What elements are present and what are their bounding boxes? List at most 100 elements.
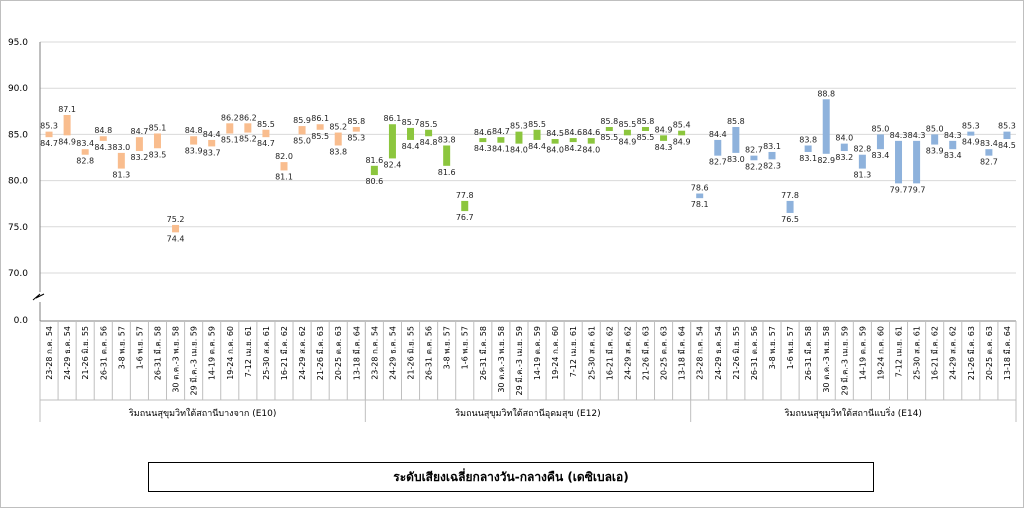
y-tick-label: 95.0: [8, 38, 28, 48]
day-value-label: 83.4: [980, 139, 998, 148]
day-value-label: 77.8: [456, 191, 474, 200]
range-bar: [316, 124, 324, 130]
x-category-label: 1-6 พ.ย. 57: [135, 326, 144, 369]
x-category-label: 14-19 ต.ค. 59: [533, 326, 542, 380]
night-value-label: 85.5: [600, 133, 618, 142]
x-category-label: 29 มี.ค.-3 เม.ย. 59: [190, 326, 199, 395]
range-bar: [858, 154, 866, 169]
day-value-label: 82.8: [853, 145, 871, 154]
day-value-label: 83.4: [76, 139, 94, 148]
y-tick-label: 0.0: [14, 316, 29, 326]
day-value-label: 85.2: [329, 123, 347, 132]
range-bar: [623, 129, 631, 136]
range-bar: [425, 129, 433, 137]
day-value-label: 83.8: [438, 135, 456, 144]
x-category-label: 26-31 ต.ค. 56: [750, 326, 759, 380]
range-bar: [208, 139, 216, 147]
x-group-label: ริมถนนสุขุมวิทใต้สถานีแบริ่ง (E14): [785, 406, 922, 419]
x-category-label: 3-8 พ.ย. 57: [117, 326, 126, 369]
night-value-label: 82.7: [709, 158, 727, 167]
x-category-label: 29 มี.ค.-3 เม.ย. 59: [515, 326, 524, 395]
day-value-label: 85.5: [619, 120, 637, 129]
range-bar: [732, 127, 740, 153]
range-bar: [388, 124, 396, 159]
x-category-label: 13-18 มี.ค. 64: [1003, 326, 1012, 380]
x-category-label: 21-26 มี.ค. 63: [967, 326, 976, 380]
range-bar: [533, 129, 541, 140]
x-category-label: 26-31 มี.ค. 58: [804, 326, 813, 380]
night-value-label: 81.6: [438, 168, 456, 177]
x-category-label: 1-6 พ.ย. 57: [461, 326, 470, 369]
x-group-label: ริมถนนสุขุมวิทใต้สถานีบางจาก (E10): [129, 408, 277, 419]
x-category-label: 26-31 ต.ค. 56: [99, 326, 108, 380]
day-value-label: 83.1: [763, 142, 781, 151]
day-value-label: 86.2: [221, 113, 239, 122]
x-category-label: 26-31 มี.ค. 58: [153, 326, 162, 380]
night-value-label: 84.1: [492, 145, 510, 154]
night-value-label: 85.0: [293, 136, 311, 145]
range-bar: [443, 145, 451, 166]
night-value-label: 84.7: [40, 139, 58, 148]
night-value-label: 83.1: [799, 154, 817, 163]
x-category-label: 19-24 ก.ค. 60: [876, 326, 885, 380]
night-value-label: 84.4: [528, 142, 546, 151]
day-value-label: 85.5: [257, 120, 275, 129]
night-value-label: 82.8: [76, 157, 94, 166]
day-value-label: 83.8: [799, 135, 817, 144]
day-value-label: 85.7: [402, 118, 420, 127]
night-value-label: 84.4: [402, 142, 420, 151]
x-category-label: 14-19 ต.ค. 59: [858, 326, 867, 380]
range-bar: [876, 134, 884, 150]
range-bar: [99, 136, 107, 141]
x-category-label: 13-18 มี.ค. 64: [678, 326, 687, 380]
range-bar: [407, 127, 415, 140]
night-value-label: 79.7: [890, 185, 908, 194]
range-bar: [244, 123, 252, 133]
range-bar: [696, 193, 704, 199]
y-tick-label: 90.0: [8, 84, 28, 94]
night-value-label: 85.5: [637, 133, 655, 142]
range-bar: [334, 132, 342, 146]
night-value-label: 76.7: [456, 213, 474, 222]
range-bar: [678, 130, 686, 136]
day-value-label: 84.0: [835, 134, 853, 143]
day-value-label: 85.1: [149, 123, 167, 132]
day-value-label: 82.0: [275, 152, 293, 161]
night-value-label: 83.2: [835, 153, 853, 162]
day-value-label: 84.3: [908, 131, 926, 140]
day-value-label: 85.3: [962, 122, 980, 131]
y-tick-label: 70.0: [8, 269, 28, 279]
range-bar: [352, 127, 360, 132]
range-bar: [117, 152, 125, 169]
night-value-label: 83.9: [926, 147, 944, 156]
night-value-label: 84.0: [546, 146, 564, 155]
night-value-label: 84.3: [474, 144, 492, 153]
night-value-label: 83.4: [944, 151, 962, 160]
night-value-label: 81.3: [112, 171, 130, 180]
x-category-label: 26-31 ต.ค. 56: [425, 326, 434, 380]
night-value-label: 82.4: [384, 160, 402, 169]
x-category-label: 13-18 มี.ค. 64: [352, 326, 361, 380]
range-bar: [786, 200, 794, 213]
day-value-label: 86.1: [311, 114, 329, 123]
x-category-label: 20-25 ต.ค. 63: [334, 326, 343, 380]
day-value-label: 84.4: [203, 130, 221, 139]
x-category-label: 21-26 มิ.ย. 55: [81, 326, 90, 380]
range-bar: [226, 123, 234, 134]
range-bar: [515, 131, 523, 144]
day-value-label: 84.6: [564, 128, 582, 137]
x-category-label: 19-24 ก.ค. 60: [226, 326, 235, 380]
day-value-label: 85.3: [40, 122, 58, 131]
day-value-label: 85.4: [673, 121, 691, 130]
x-group-label: ริมถนนสุขุมวิทใต้สถานีอุดมสุข (E12): [455, 408, 600, 419]
day-value-label: 84.6: [582, 128, 600, 137]
night-value-label: 84.9: [962, 138, 980, 147]
night-value-label: 84.9: [619, 137, 637, 146]
range-bar: [135, 137, 143, 152]
night-value-label: 82.3: [763, 161, 781, 170]
day-value-label: 84.7: [492, 127, 510, 136]
range-bar: [714, 139, 722, 156]
x-category-label: 24-29 ธ.ค. 54: [714, 326, 723, 380]
night-value-label: 85.1: [221, 135, 239, 144]
x-category-label: 25-30 ส.ค. 61: [262, 326, 271, 380]
